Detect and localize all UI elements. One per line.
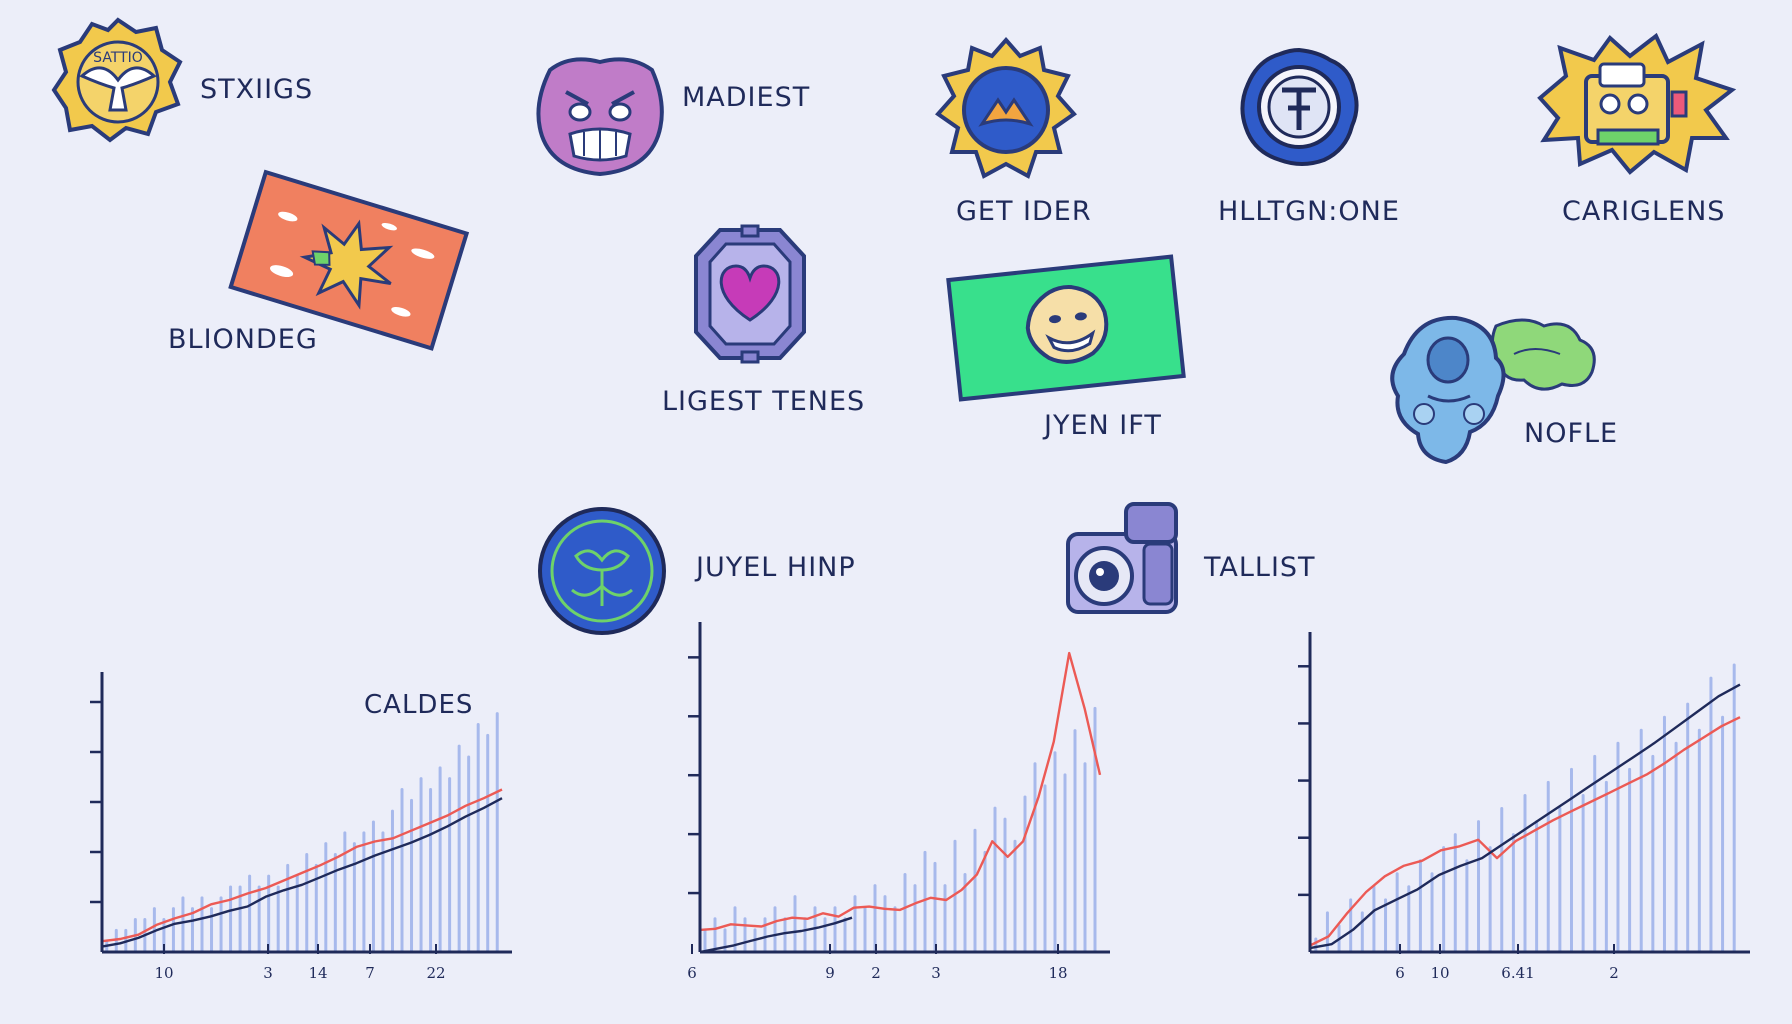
chart-2-series-red	[699, 651, 1102, 932]
chart-2-x-tick-label: 2	[871, 964, 881, 982]
badge-label-5: CARIGLENS	[1562, 196, 1726, 227]
badge-label-10: JUYEL HINP	[696, 552, 856, 583]
chart-1-series-dark	[101, 797, 503, 948]
chart-1-x-tick-label: 3	[263, 964, 273, 982]
chart-3-svg: 6 10 6.41 2	[1298, 632, 1750, 982]
burst-face-badge[interactable]	[1526, 32, 1737, 175]
chart-2: 6 9 2 3 18	[680, 620, 1120, 990]
chart-1-x-tick-label: 22	[426, 964, 445, 982]
monster-face-icon	[536, 57, 664, 177]
chart-3-x-tick-label: 2	[1609, 964, 1619, 982]
shield-inner-text: SATTIO	[93, 50, 143, 66]
chart-1-x-tick-label: 10	[154, 964, 173, 982]
chart-2-x-tick-label: 18	[1048, 964, 1067, 982]
chart-2-x-tick-label: 9	[825, 964, 835, 982]
chart-1: 10 3 14 7 22	[80, 660, 520, 990]
chart-1-svg: 10 3 14 7 22	[90, 672, 512, 982]
badge-label-3: GET IDER	[956, 196, 1092, 227]
chart-3-series-dark	[1309, 683, 1741, 950]
shield-bird-badge[interactable]: SATTIO	[51, 17, 184, 143]
blue-creature-icon	[1390, 315, 1596, 465]
sun-emblem-badge[interactable]	[935, 36, 1077, 182]
chart-3-series-red	[1309, 716, 1741, 947]
explosion-card-badge[interactable]	[228, 166, 470, 352]
chart-3-x-tick-label: 6	[1395, 964, 1405, 982]
badge-label-7: LIGEST TENES	[662, 386, 866, 417]
badge-label-1: STXIIGS	[200, 74, 314, 105]
chart-1-x-tick-label: 14	[308, 964, 327, 982]
monster-face-badge[interactable]	[530, 52, 670, 178]
badge-label-6: BLIONDEG	[168, 324, 318, 355]
badge-label-11: TALLIST	[1204, 552, 1316, 583]
shield-bird-icon: SATTIO	[51, 17, 183, 143]
chart-2-svg: 6 9 2 3 18	[687, 622, 1110, 982]
round-crest-icon	[538, 507, 666, 635]
badge-label-8: JYEN IFT	[1044, 410, 1162, 441]
chart-3-x-tick-label: 10	[1430, 964, 1449, 982]
seal-badge[interactable]	[1238, 46, 1360, 168]
chart-1-title: CALDES	[364, 690, 474, 720]
blue-creature-badge[interactable]	[1384, 310, 1604, 474]
heart-frame-icon	[694, 224, 806, 364]
camera-icon	[1066, 502, 1178, 614]
round-crest-badge[interactable]	[536, 506, 668, 636]
chart-1-series-red	[101, 788, 503, 943]
chart-2-series-dark	[699, 916, 853, 954]
sun-emblem-icon	[935, 36, 1077, 179]
explosion-card-icon	[228, 169, 470, 351]
badge-label-2: MADIEST	[682, 82, 811, 113]
chart-1-x-tick-label: 7	[365, 964, 375, 982]
chart-3-x-tick-label: 6.41	[1501, 964, 1534, 982]
chart-2-x-tick-label: 3	[931, 964, 941, 982]
chart-2-x-tick-label: 6	[687, 964, 697, 982]
green-card-face-badge[interactable]	[944, 246, 1188, 410]
chart-3: 6 10 6.41 2	[1292, 632, 1752, 990]
heart-frame-badge[interactable]	[690, 224, 810, 364]
burst-face-icon	[1537, 32, 1737, 175]
camera-badge[interactable]	[1060, 500, 1182, 620]
green-card-face-icon	[946, 254, 1186, 402]
badge-label-4: HLLTGN:ONE	[1218, 196, 1400, 227]
seal-icon	[1240, 47, 1359, 166]
badge-label-9: NOFLE	[1524, 418, 1619, 449]
